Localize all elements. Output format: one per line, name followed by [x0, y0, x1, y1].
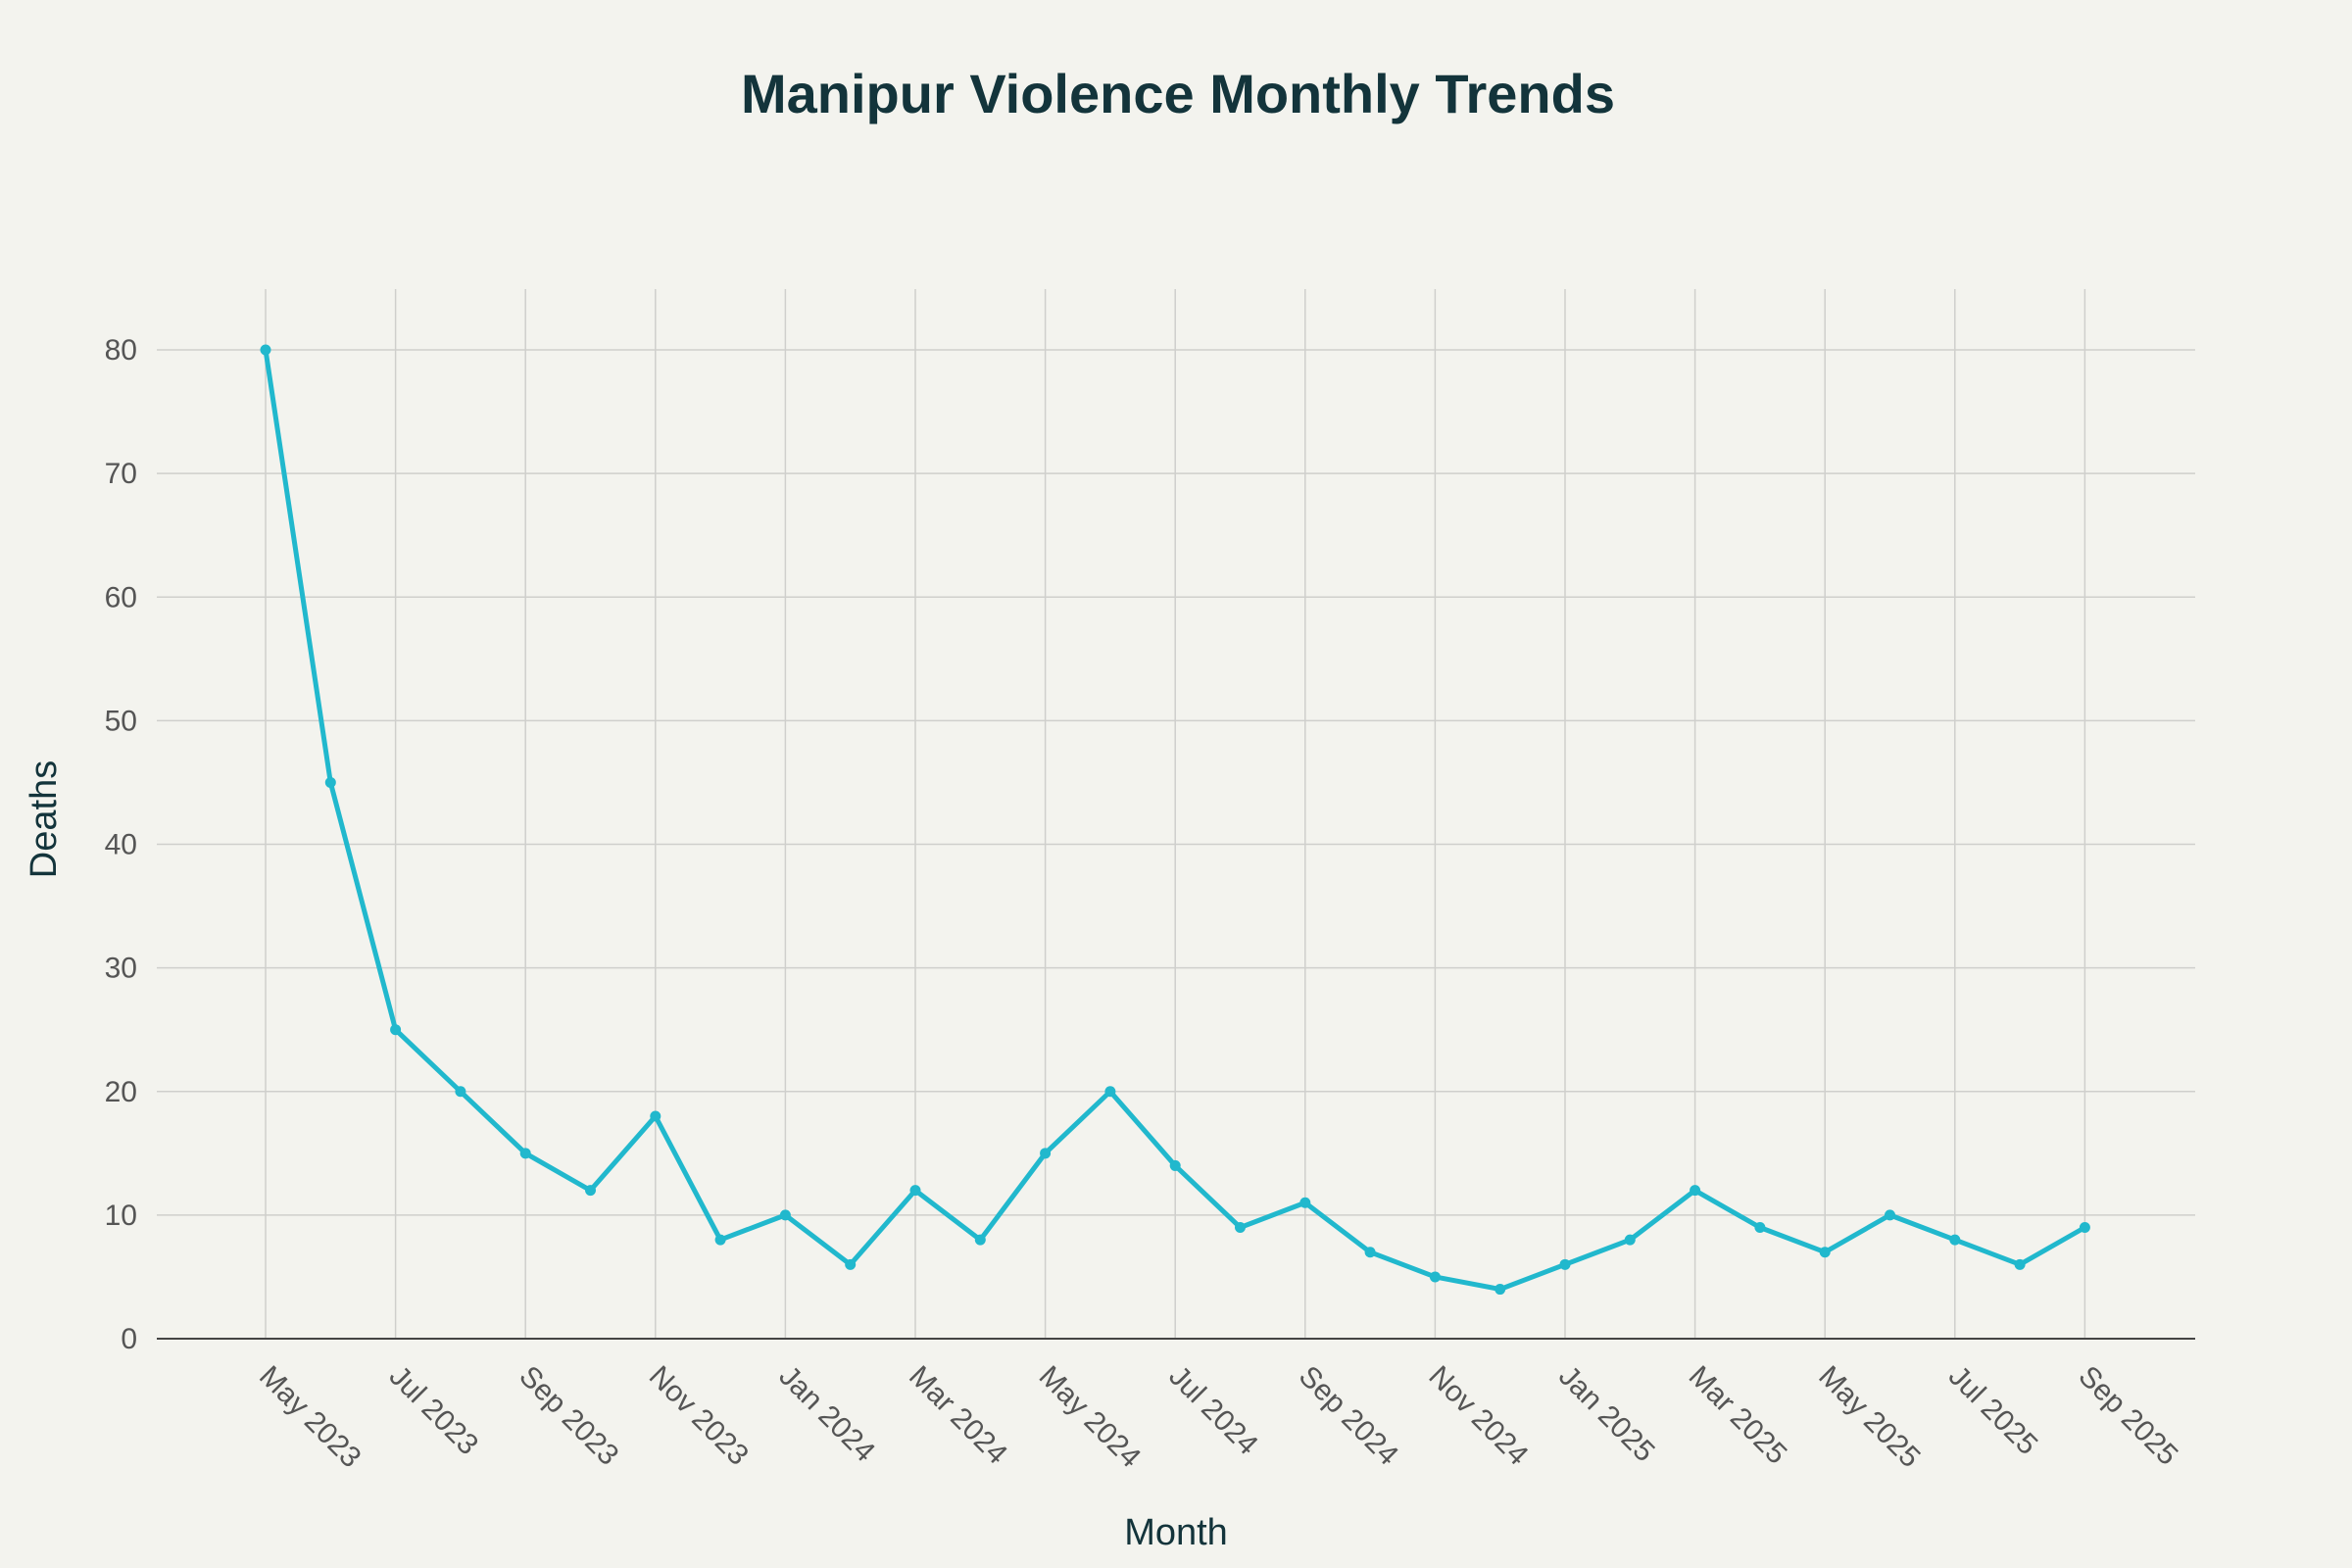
- x-tick-label: May 2024: [1033, 1360, 1147, 1474]
- data-point[interactable]: [974, 1234, 986, 1246]
- x-tick-label: Jul 2023: [383, 1360, 485, 1462]
- x-tick-label: Sep 2025: [2072, 1360, 2183, 1472]
- data-point[interactable]: [1690, 1185, 1701, 1197]
- y-tick-label: 60: [105, 581, 137, 613]
- data-point[interactable]: [1559, 1258, 1571, 1270]
- data-point[interactable]: [2014, 1258, 2026, 1270]
- y-grid: [157, 349, 2195, 1216]
- y-tick-label: 40: [105, 829, 137, 861]
- data-point[interactable]: [455, 1086, 466, 1098]
- data-point[interactable]: [1235, 1221, 1246, 1233]
- x-tick-label: May 2023: [253, 1360, 367, 1474]
- data-point[interactable]: [324, 776, 336, 788]
- x-axis-title: Month: [1124, 1512, 1228, 1553]
- x-tick-label: Nov 2023: [643, 1360, 755, 1472]
- x-tick-label: Sep 2023: [513, 1360, 624, 1472]
- x-grid: [265, 289, 2086, 1339]
- x-axis-tick-labels: May 2023 Jul 2023 Sep 2023 Nov 2023 Jan 2024…: [253, 1360, 2184, 1474]
- x-tick-label: Jul 2024: [1162, 1360, 1264, 1462]
- data-point[interactable]: [1364, 1247, 1376, 1258]
- y-tick-label: 30: [105, 953, 137, 985]
- y-tick-label: 50: [105, 705, 137, 737]
- data-point[interactable]: [779, 1209, 791, 1221]
- data-point[interactable]: [650, 1110, 662, 1122]
- x-tick-label: Sep 2024: [1293, 1360, 1404, 1472]
- x-tick-label: Jan 2024: [772, 1360, 881, 1469]
- data-point[interactable]: [390, 1024, 402, 1036]
- chart-title: Manipur Violence Monthly Trends: [741, 63, 1615, 124]
- data-point[interactable]: [1104, 1086, 1116, 1098]
- data-point[interactable]: [1169, 1159, 1181, 1171]
- x-tick-label: Mar 2025: [1683, 1360, 1793, 1471]
- x-tick-label: Jul 2025: [1942, 1360, 2044, 1462]
- data-point[interactable]: [1429, 1271, 1441, 1283]
- data-point[interactable]: [519, 1148, 531, 1159]
- y-tick-label: 0: [121, 1323, 137, 1355]
- y-axis-tick-labels: 0 10 20 30 40 50 60 70 80: [105, 334, 137, 1355]
- data-point[interactable]: [1494, 1284, 1506, 1296]
- data-point[interactable]: [1885, 1209, 1895, 1221]
- data-point[interactable]: [585, 1185, 596, 1197]
- data-point[interactable]: [714, 1234, 726, 1246]
- x-tick-label: Mar 2024: [903, 1360, 1013, 1471]
- series-group: [260, 344, 2090, 1296]
- data-point[interactable]: [909, 1185, 921, 1197]
- data-point[interactable]: [260, 344, 271, 356]
- x-tick-label: Nov 2024: [1422, 1360, 1534, 1472]
- data-point[interactable]: [1819, 1247, 1831, 1258]
- x-tick-label: May 2025: [1812, 1360, 1926, 1474]
- data-point[interactable]: [2079, 1221, 2090, 1233]
- data-point[interactable]: [845, 1258, 857, 1270]
- data-point[interactable]: [1624, 1234, 1636, 1246]
- y-tick-label: 20: [105, 1076, 137, 1108]
- data-point[interactable]: [1949, 1234, 1961, 1246]
- data-point[interactable]: [1299, 1197, 1311, 1208]
- data-point[interactable]: [1040, 1148, 1052, 1159]
- data-point[interactable]: [1754, 1221, 1766, 1233]
- y-tick-label: 10: [105, 1200, 137, 1232]
- y-axis-title: Deaths: [24, 760, 65, 878]
- x-tick-label: Jan 2025: [1552, 1360, 1661, 1469]
- y-tick-label: 70: [105, 458, 137, 490]
- y-tick-label: 80: [105, 334, 137, 367]
